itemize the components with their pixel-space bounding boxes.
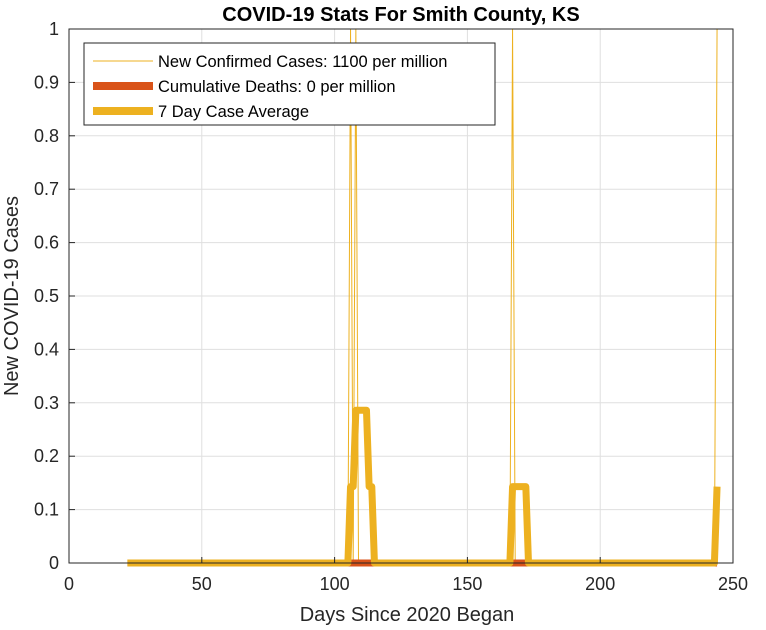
y-tick-label: 0.3 [34,393,59,413]
x-tick-label: 200 [585,574,615,594]
x-tick-label: 250 [718,574,748,594]
y-tick-label: 0.6 [34,233,59,253]
y-tick-label: 0.2 [34,446,59,466]
y-tick-label: 0.1 [34,500,59,520]
chart-title: COVID-19 Stats For Smith County, KS [222,4,579,26]
legend: New Confirmed Cases: 1100 per million Cu… [83,42,496,126]
y-tick-label: 0 [49,553,59,573]
y-axis-label: New COVID-19 Cases [1,196,23,396]
legend-label-average: 7 Day Case Average [158,103,309,121]
x-tick-label: 0 [64,574,74,594]
y-tick-label: 0.9 [34,72,59,92]
y-tick-label: 0.7 [34,179,59,199]
y-tick-label: 0.4 [34,339,59,359]
x-tick-label: 150 [452,574,482,594]
y-tick-label: 1 [49,19,59,39]
x-axis-label: Days Since 2020 Began [300,604,515,626]
x-tick-label: 100 [320,574,350,594]
y-tick-label: 0.5 [34,286,59,306]
legend-label-new-cases: New Confirmed Cases: 1100 per million [158,53,447,71]
series-7-day-average [127,406,721,567]
ticks: 0 50 100 150 200 250 0 0.1 0.2 0.3 0.4 0.5 0.6 0.7 0.8… [34,19,748,594]
x-tick-label: 50 [192,574,212,594]
y-tick-label: 0.8 [34,126,59,146]
legend-label-deaths: Cumulative Deaths: 0 per million [158,78,396,96]
